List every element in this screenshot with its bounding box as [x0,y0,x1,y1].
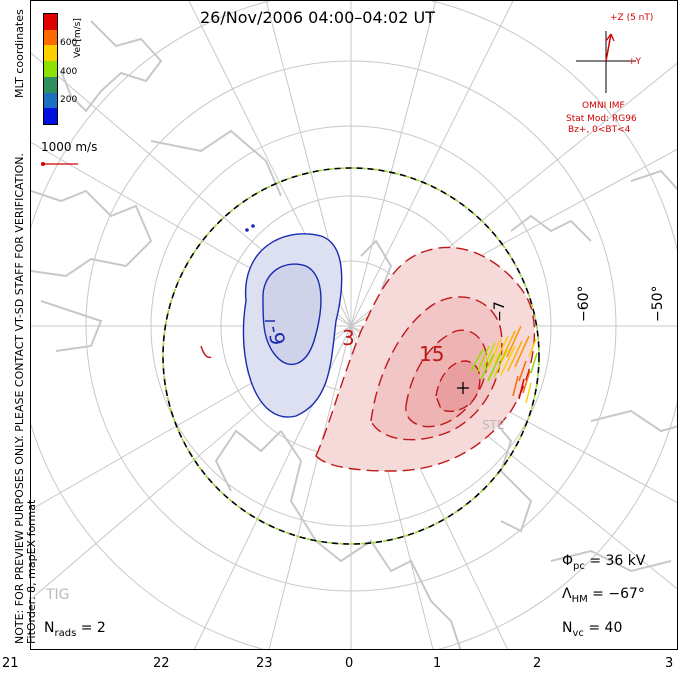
scale-vector [41,162,78,166]
imf-z-label: +Z (5 nT) [610,13,654,23]
nvc-symbol: N [562,620,573,636]
colorbar-label: Vel [m/s] [73,18,83,58]
mlt-hour-label: 3 [665,656,674,671]
positive-maximum-marker [457,382,469,394]
colorbar-segment [44,76,57,93]
lambda-symbol: Λ [562,586,572,602]
colorbar-segment [44,29,57,46]
mlat-label: −70° [492,302,508,322]
positive-fragment [200,345,212,359]
radar-count: Nrads = 2 [44,620,106,639]
radar-point [245,228,249,232]
vector-count: Nvc = 40 [562,620,622,639]
mlt-hour-label: 21 [2,656,19,671]
colorbar-segment [44,14,57,30]
negative-inner-contour [262,263,322,366]
colorbar-segment [44,45,57,62]
mlat-label: −60° [576,285,592,322]
scale-label: 1000 m/s [41,140,98,154]
nrads-symbol: N [44,620,55,636]
mlt-hour-label: 2 [533,656,542,671]
mlat-label: −50° [650,285,666,322]
stat-model: Stat Mod: RG96 [566,114,637,124]
colorbar-segment [44,61,57,77]
lambda-sub: HM [571,593,588,605]
coastline [31,20,677,649]
nvc-value: = 40 [583,620,623,636]
polar-map [31,1,677,649]
mlt-hour-label: 0 [345,656,354,671]
hm-latitude: ΛHM = −67° [562,586,645,605]
nvc-sub: vc [572,627,584,639]
colorbar-segment [44,92,57,109]
phi-value: = 36 kV [584,553,646,569]
station-label: STE [482,418,505,432]
map-title: 26/Nov/2006 04:00–04:02 UT [200,8,435,27]
fit-order-label: FitOrder: 8, mapEX format [25,499,38,644]
radar-point [251,224,255,228]
station-label: TIG [46,587,70,603]
hm-boundary-green [162,167,540,545]
lambda-value: = −67° [587,586,645,602]
contour-label: 15 [419,342,445,366]
nrads-sub: rads [54,627,77,639]
nrads-value: = 2 [76,620,106,636]
mlt-hour-label: 23 [256,656,273,671]
colorbar-segment [44,108,57,124]
coordinate-label: MLT coordinates [13,9,26,98]
velocity-colorbar [43,13,58,125]
phi-sub: pc [573,560,585,572]
imf-source: OMNI IMF [582,101,625,111]
positive-contour-4 [435,360,481,413]
imf-y-label: +Y [628,57,642,67]
contour-label: 3 [342,326,355,350]
hm-boundary [162,167,540,545]
colorbar-tick: 200 [60,95,78,105]
imf-condition: Bz+, 0<BT<4 [568,125,631,135]
colorbar-tick: 400 [60,67,78,77]
phi-symbol: Φ [562,553,574,569]
imf-clock [576,31,636,93]
mlt-hour-label: 22 [153,656,170,671]
colorbar-tick: 600 [60,38,78,48]
velocity-vectors [470,325,538,404]
mlt-hour-label: 1 [433,656,442,671]
cross-polar-potential: Φpc = 36 kV [562,553,645,572]
map-frame [30,0,678,650]
mlat-label-partial: −70° [492,302,508,322]
